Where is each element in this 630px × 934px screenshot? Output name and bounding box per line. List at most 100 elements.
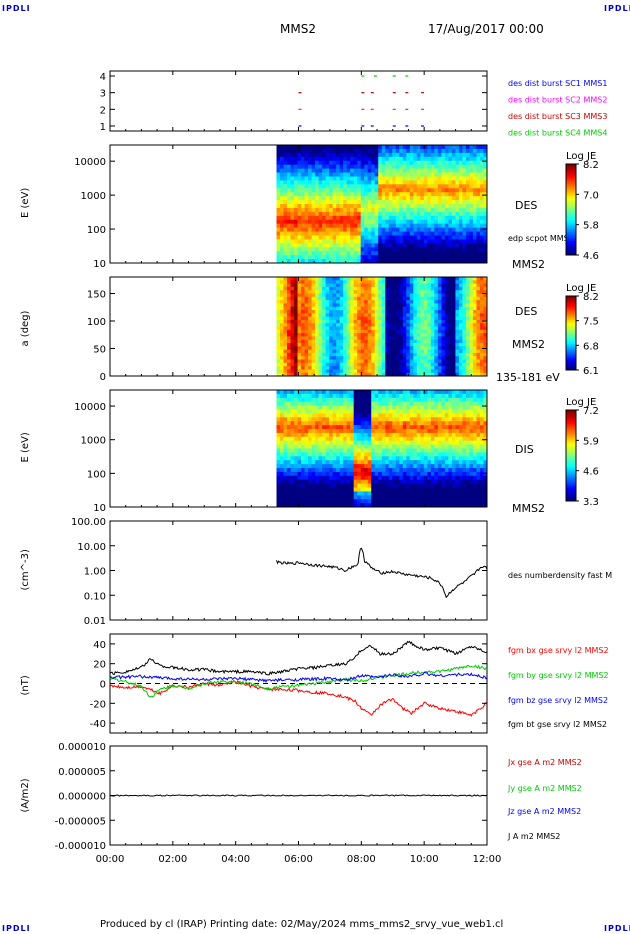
des-pitch-angle-cell: [385, 313, 390, 317]
dis-energy-spectrogram-cell: [329, 397, 334, 403]
des-energy-spectrogram-cell: [311, 204, 316, 209]
des-pitch-angle-cell: [357, 336, 362, 341]
dis-energy-spectrogram-cell: [336, 460, 341, 465]
des-energy-spectrogram-cell: [406, 148, 411, 154]
dis-energy-spectrogram-cell: [360, 475, 365, 481]
des-pitch-angle-cell: [409, 293, 414, 298]
des-pitch-angle-cell: [311, 310, 316, 314]
dis-energy-spectrogram-cell: [378, 487, 383, 492]
dis-energy-spectrogram-cell: [283, 499, 288, 504]
des-pitch-angle-colorbar-cell: [566, 344, 576, 347]
des-energy-spectrogram-cell: [332, 200, 337, 205]
des-energy-spectrogram-cell: [280, 148, 284, 154]
des-energy-spectrogram-cell: [332, 235, 337, 240]
des-pitch-angle-cell: [476, 359, 481, 364]
des-pitch-angle-cell: [290, 366, 295, 370]
des-energy-spectrogram-cell: [329, 204, 334, 209]
des-pitch-angle-cell: [294, 333, 298, 337]
dis-energy-spectrogram-cell: [304, 503, 309, 508]
des-energy-spectrogram-cell: [371, 168, 376, 173]
des-energy-spectrogram-cell: [322, 192, 327, 197]
des-energy-spectrogram-y-tick-label: 10000: [74, 157, 106, 168]
dis-energy-spectrogram-cell: [315, 440, 320, 445]
dis-energy-spectrogram-cell: [388, 436, 393, 442]
des-pitch-angle-cell: [430, 290, 435, 294]
des-energy-spectrogram-colorbar-cell: [566, 229, 576, 233]
dis-energy-spectrogram-cell: [360, 409, 365, 414]
dis-energy-spectrogram-cell: [322, 479, 327, 484]
des-energy-spectrogram-cell: [406, 196, 411, 201]
des-pitch-angle-cell: [287, 336, 291, 341]
dis-energy-spectrogram-cell: [364, 499, 369, 504]
des-pitch-angle-cell: [318, 316, 323, 321]
dis-energy-spectrogram-cell: [388, 464, 393, 469]
des-energy-spectrogram-cell: [339, 145, 344, 150]
des-energy-spectrogram-cell: [357, 231, 362, 236]
dis-energy-spectrogram-cell: [318, 475, 323, 481]
des-pitch-angle-cell: [318, 339, 323, 344]
des-pitch-angle-cell: [448, 323, 453, 327]
dis-energy-spectrogram-cell: [315, 405, 320, 410]
des-pitch-angle-cell: [465, 336, 470, 341]
des-pitch-angle-cell: [280, 366, 284, 370]
des-pitch-angle-cell: [304, 280, 309, 284]
des-energy-spectrogram-cell: [276, 204, 281, 209]
des-pitch-angle-cell: [364, 323, 369, 327]
des-energy-spectrogram-cell: [332, 247, 337, 252]
des-energy-spectrogram-cell: [437, 239, 442, 244]
des-energy-spectrogram-cell: [406, 176, 411, 181]
des-pitch-angle-cell: [451, 310, 456, 314]
des-pitch-angle-cell: [399, 303, 404, 308]
des-energy-spectrogram-cell: [444, 156, 449, 162]
des-pitch-angle-cell: [297, 352, 302, 357]
dis-energy-spectrogram-cell: [402, 487, 407, 492]
dis-energy-spectrogram-cell: [301, 390, 305, 395]
des-pitch-angle-cell: [329, 319, 334, 324]
des-energy-spectrogram-cell: [301, 235, 305, 240]
des-energy-spectrogram-cell: [290, 219, 295, 225]
dis-energy-spectrogram-cell: [290, 475, 295, 481]
des-pitch-angle-cell: [441, 293, 446, 298]
des-pitch-angle-cell: [441, 352, 446, 357]
des-energy-spectrogram-cell: [301, 156, 305, 162]
des-pitch-angle-cell: [336, 313, 341, 317]
des-energy-spectrogram-cell: [395, 184, 400, 189]
des-energy-spectrogram-cell: [472, 255, 477, 260]
des-energy-spectrogram-cell: [311, 168, 316, 173]
des-pitch-angle-cell: [315, 300, 320, 304]
dis-energy-spectrogram-cell: [294, 475, 298, 481]
des-pitch-angle-cell: [290, 359, 295, 364]
des-energy-spectrogram-cell: [451, 180, 456, 185]
des-pitch-angle-cell: [420, 296, 425, 301]
des-energy-spectrogram-cell: [346, 235, 351, 240]
des-energy-spectrogram-cell: [336, 219, 341, 225]
des-pitch-angle-cell: [444, 366, 449, 370]
dis-energy-spectrogram-cell: [301, 405, 305, 410]
des-energy-spectrogram-cell: [385, 235, 390, 240]
des-pitch-angle-cell: [437, 343, 442, 347]
dis-energy-spectrogram-cell: [336, 487, 341, 492]
des-pitch-angle-cell: [413, 280, 418, 284]
des-pitch-angle-cell: [318, 280, 323, 284]
des-pitch-angle-cell: [308, 329, 312, 334]
des-energy-spectrogram-cell: [416, 196, 421, 201]
des-energy-spectrogram-cell: [409, 160, 414, 166]
des-pitch-angle-cell: [392, 336, 397, 341]
des-pitch-angle-cell: [315, 323, 320, 327]
dis-energy-spectrogram-cell: [392, 464, 397, 469]
des-pitch-angle-cell: [413, 329, 418, 334]
des-energy-spectrogram-cell: [325, 235, 330, 240]
dis-energy-spectrogram-cell: [315, 452, 320, 457]
dis-energy-spectrogram-cell: [367, 413, 372, 418]
des-pitch-angle-cell: [465, 349, 470, 354]
des-pitch-angle-cell: [444, 333, 449, 337]
des-energy-spectrogram-ylabel: E (eV): [20, 188, 31, 218]
des-pitch-angle-cell: [385, 303, 390, 308]
des-energy-spectrogram-cell: [374, 176, 379, 181]
dis-energy-spectrogram-cell: [392, 479, 397, 484]
des-energy-spectrogram-cell: [276, 211, 281, 217]
dis-energy-spectrogram-cell: [367, 436, 372, 442]
dis-energy-spectrogram-cell: [350, 425, 355, 430]
des-energy-spectrogram-cell: [325, 176, 330, 181]
des-pitch-angle-cell: [472, 336, 477, 341]
